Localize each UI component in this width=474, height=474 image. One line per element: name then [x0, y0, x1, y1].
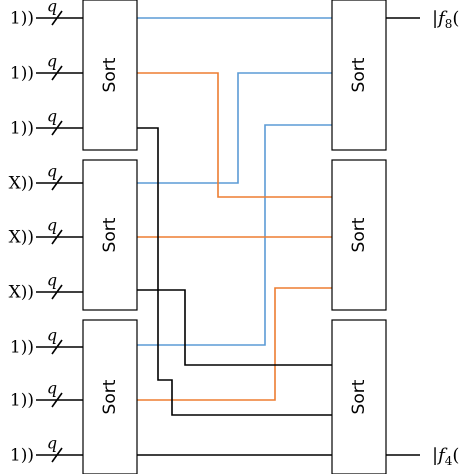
input-label: 1))	[10, 64, 34, 84]
output-sub: 4	[445, 454, 453, 468]
output-label: |f8(	[432, 8, 459, 31]
slash	[51, 284, 63, 300]
input-label: 1))	[10, 119, 34, 139]
slash	[51, 229, 63, 245]
wire	[137, 127, 332, 416]
sort-label: Sort	[349, 217, 369, 252]
input-label: 1))	[10, 446, 34, 466]
qubit-count: q	[47, 434, 57, 453]
sort-box	[331, 0, 387, 151]
sort-label: Sort	[100, 379, 120, 414]
wire	[137, 287, 332, 401]
wire	[137, 72, 332, 184]
slash	[51, 447, 63, 463]
input-label: X))	[9, 174, 34, 194]
input-label: 1))	[10, 338, 34, 358]
sort-box	[331, 319, 387, 474]
qubit-count: q	[47, 107, 57, 126]
sort-label: Sort	[349, 57, 369, 92]
output-suffix: (	[452, 445, 459, 466]
input-label: 1))	[10, 391, 34, 411]
sort-label: Sort	[100, 217, 120, 252]
input-label: X))	[9, 283, 34, 303]
slash	[51, 175, 63, 191]
qubit-count: q	[47, 0, 57, 16]
qubit-count: q	[47, 52, 57, 71]
sort-label: Sort	[349, 379, 369, 414]
input-label: 1))	[10, 9, 34, 29]
qubit-count: q	[47, 216, 57, 235]
slash	[51, 339, 63, 355]
output-prefix: |	[432, 8, 438, 29]
input-label: X))	[9, 228, 34, 248]
qubit-count: q	[47, 271, 57, 290]
qubit-count: q	[47, 162, 57, 181]
output-suffix: (	[452, 8, 459, 29]
sort-box	[82, 159, 138, 311]
slash	[51, 65, 63, 81]
slash	[51, 392, 63, 408]
slash	[51, 120, 63, 136]
slash	[51, 10, 63, 26]
output-prefix: |	[432, 445, 438, 466]
qubit-count: q	[47, 379, 57, 398]
sort-box	[82, 319, 138, 474]
wire	[137, 72, 332, 198]
output-label: |f4(	[432, 445, 459, 468]
wire	[137, 289, 332, 366]
sort-box	[331, 159, 387, 311]
output-sub: 8	[445, 17, 453, 31]
wires	[137, 17, 420, 456]
qubit-count: q	[47, 326, 57, 345]
wire	[137, 124, 332, 346]
sort-label: Sort	[100, 57, 120, 92]
sort-box	[82, 0, 138, 151]
